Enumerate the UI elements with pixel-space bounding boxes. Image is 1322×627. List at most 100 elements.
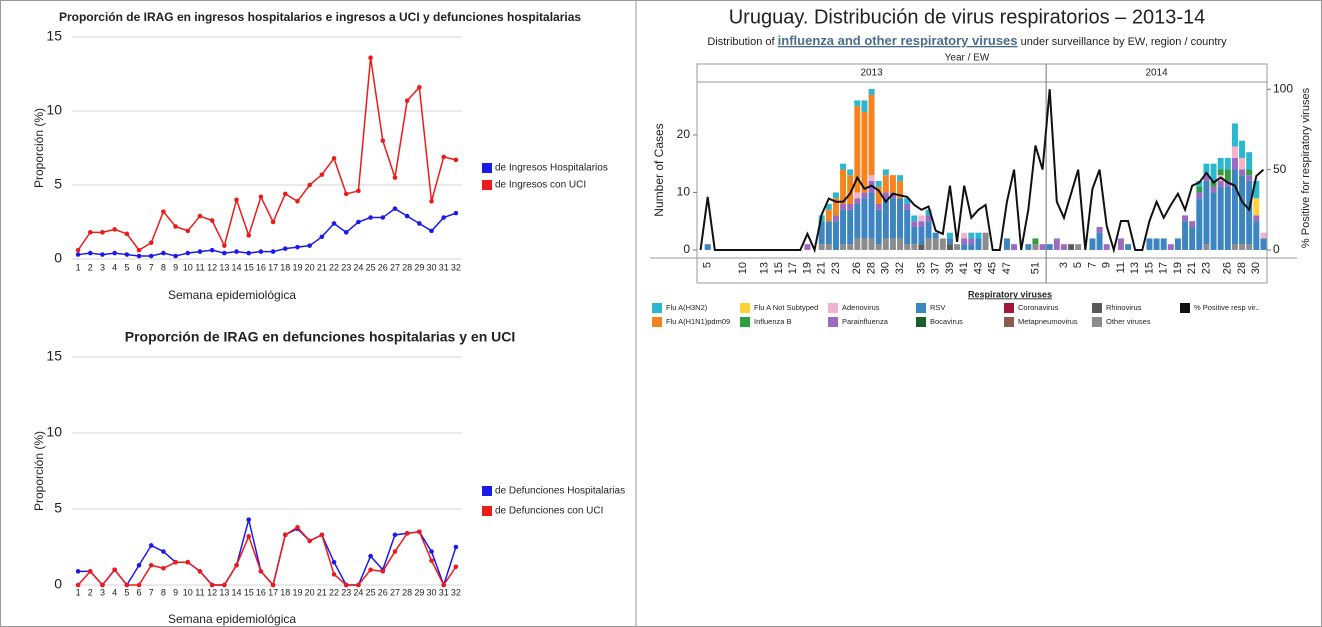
- bar-segment: [1231, 169, 1238, 245]
- bar-segment: [1224, 186, 1231, 250]
- x-tick-label: 32: [451, 587, 461, 597]
- bar-segment: [1025, 244, 1032, 250]
- point: [173, 559, 178, 565]
- group-label: 2014: [1145, 68, 1168, 79]
- y-tick-label: 0: [54, 576, 62, 592]
- subtitle-link[interactable]: influenza and other respiratory viruses: [778, 33, 1018, 48]
- bar-segment: [918, 215, 925, 222]
- bar-segment: [1011, 244, 1018, 250]
- legend-swatch: [482, 486, 492, 496]
- x-tick-label: 32: [451, 262, 461, 272]
- point: [148, 240, 154, 246]
- bar-segment: [1239, 157, 1246, 170]
- x-tick-label: 21: [1186, 262, 1198, 274]
- legend-swatch: [740, 303, 750, 313]
- bar-segment: [946, 232, 953, 239]
- point: [87, 230, 93, 235]
- x-tick-label: 31: [439, 587, 449, 597]
- point: [270, 219, 276, 225]
- point: [429, 198, 434, 204]
- x-tick-label: 13: [759, 262, 771, 274]
- legend-swatch: [1004, 317, 1014, 327]
- bar-segment: [1217, 157, 1224, 170]
- x-tick-label: 30: [427, 587, 437, 597]
- point: [161, 209, 166, 214]
- bar-segment: [861, 198, 868, 239]
- point: [222, 250, 227, 256]
- point: [331, 559, 337, 565]
- point: [429, 549, 434, 554]
- x-tick-label: 29: [414, 262, 424, 272]
- bar-segment: [1246, 152, 1253, 170]
- bar-segment: [861, 238, 868, 250]
- point: [148, 543, 154, 548]
- bar-segment: [832, 198, 839, 216]
- point: [429, 558, 434, 563]
- x-tick-label: 21: [317, 262, 327, 272]
- point: [161, 565, 166, 571]
- point: [343, 230, 349, 235]
- x-tick-label: 9: [1101, 262, 1113, 268]
- bar-segment: [1203, 180, 1210, 245]
- legend-label: Bocavirus: [930, 317, 963, 326]
- bar-segment: [1189, 221, 1196, 227]
- bar-segment: [968, 232, 975, 239]
- x-tick-label: 43: [972, 262, 984, 274]
- bar-segment: [925, 209, 932, 216]
- x-tick-label: 23: [830, 262, 842, 274]
- point: [112, 227, 117, 232]
- series-line: [77, 526, 457, 587]
- bar-segment: [840, 169, 847, 204]
- bar-segment: [911, 226, 918, 245]
- x-tick-label: 21: [816, 262, 828, 274]
- bar-segment: [1103, 244, 1110, 250]
- point: [148, 253, 154, 259]
- x-tick-label: 41: [958, 262, 970, 274]
- bar-segment: [1189, 226, 1196, 250]
- point: [185, 228, 191, 234]
- point: [87, 569, 93, 574]
- point: [282, 532, 288, 538]
- x-tick-label: 35: [915, 262, 927, 274]
- y-tick-label: 10: [677, 185, 691, 199]
- point: [307, 243, 312, 248]
- x-tick-label: 9: [173, 262, 178, 272]
- bar-segment: [1182, 215, 1189, 222]
- x-tick-label: 27: [390, 262, 400, 272]
- x-tick-label: 21: [317, 587, 327, 597]
- x-tick-label: 15: [773, 262, 785, 274]
- x-tick-label: 19: [292, 587, 302, 597]
- x-tick-label: 5: [1072, 262, 1084, 268]
- point: [258, 569, 264, 574]
- x-tick-label: 23: [341, 587, 351, 597]
- x-tick-label: 1: [76, 262, 81, 272]
- point: [392, 175, 398, 180]
- bar-segment: [840, 209, 847, 245]
- point: [392, 206, 398, 211]
- x-tick-label: 23: [341, 262, 351, 272]
- bar-segment: [832, 192, 839, 199]
- bar-segment: [1217, 186, 1224, 250]
- bar-segment: [889, 192, 896, 199]
- y-tick-label: 15: [46, 348, 62, 364]
- y-tick-label: 5: [54, 500, 62, 516]
- legend-swatch: [1180, 303, 1190, 313]
- point: [453, 210, 459, 216]
- bar-segment: [1196, 186, 1203, 193]
- series-line: [77, 57, 457, 252]
- bar-segment: [946, 238, 953, 245]
- point: [368, 553, 373, 559]
- bar-segment: [1217, 169, 1224, 176]
- y2-tick-label: 100: [1273, 81, 1293, 95]
- bar-segment: [882, 175, 889, 193]
- point: [185, 250, 191, 256]
- x-tick-label: 7: [149, 262, 154, 272]
- bar-segment: [1231, 146, 1238, 158]
- x-axis-label: Semana epidemiológica: [168, 288, 296, 302]
- x-tick-label: 15: [244, 587, 254, 597]
- bar-segment: [961, 232, 968, 239]
- legend-label: Coronavirus: [1018, 303, 1059, 312]
- x-tick-label: 13: [219, 587, 229, 597]
- point: [270, 249, 276, 254]
- bar-segment: [911, 221, 918, 227]
